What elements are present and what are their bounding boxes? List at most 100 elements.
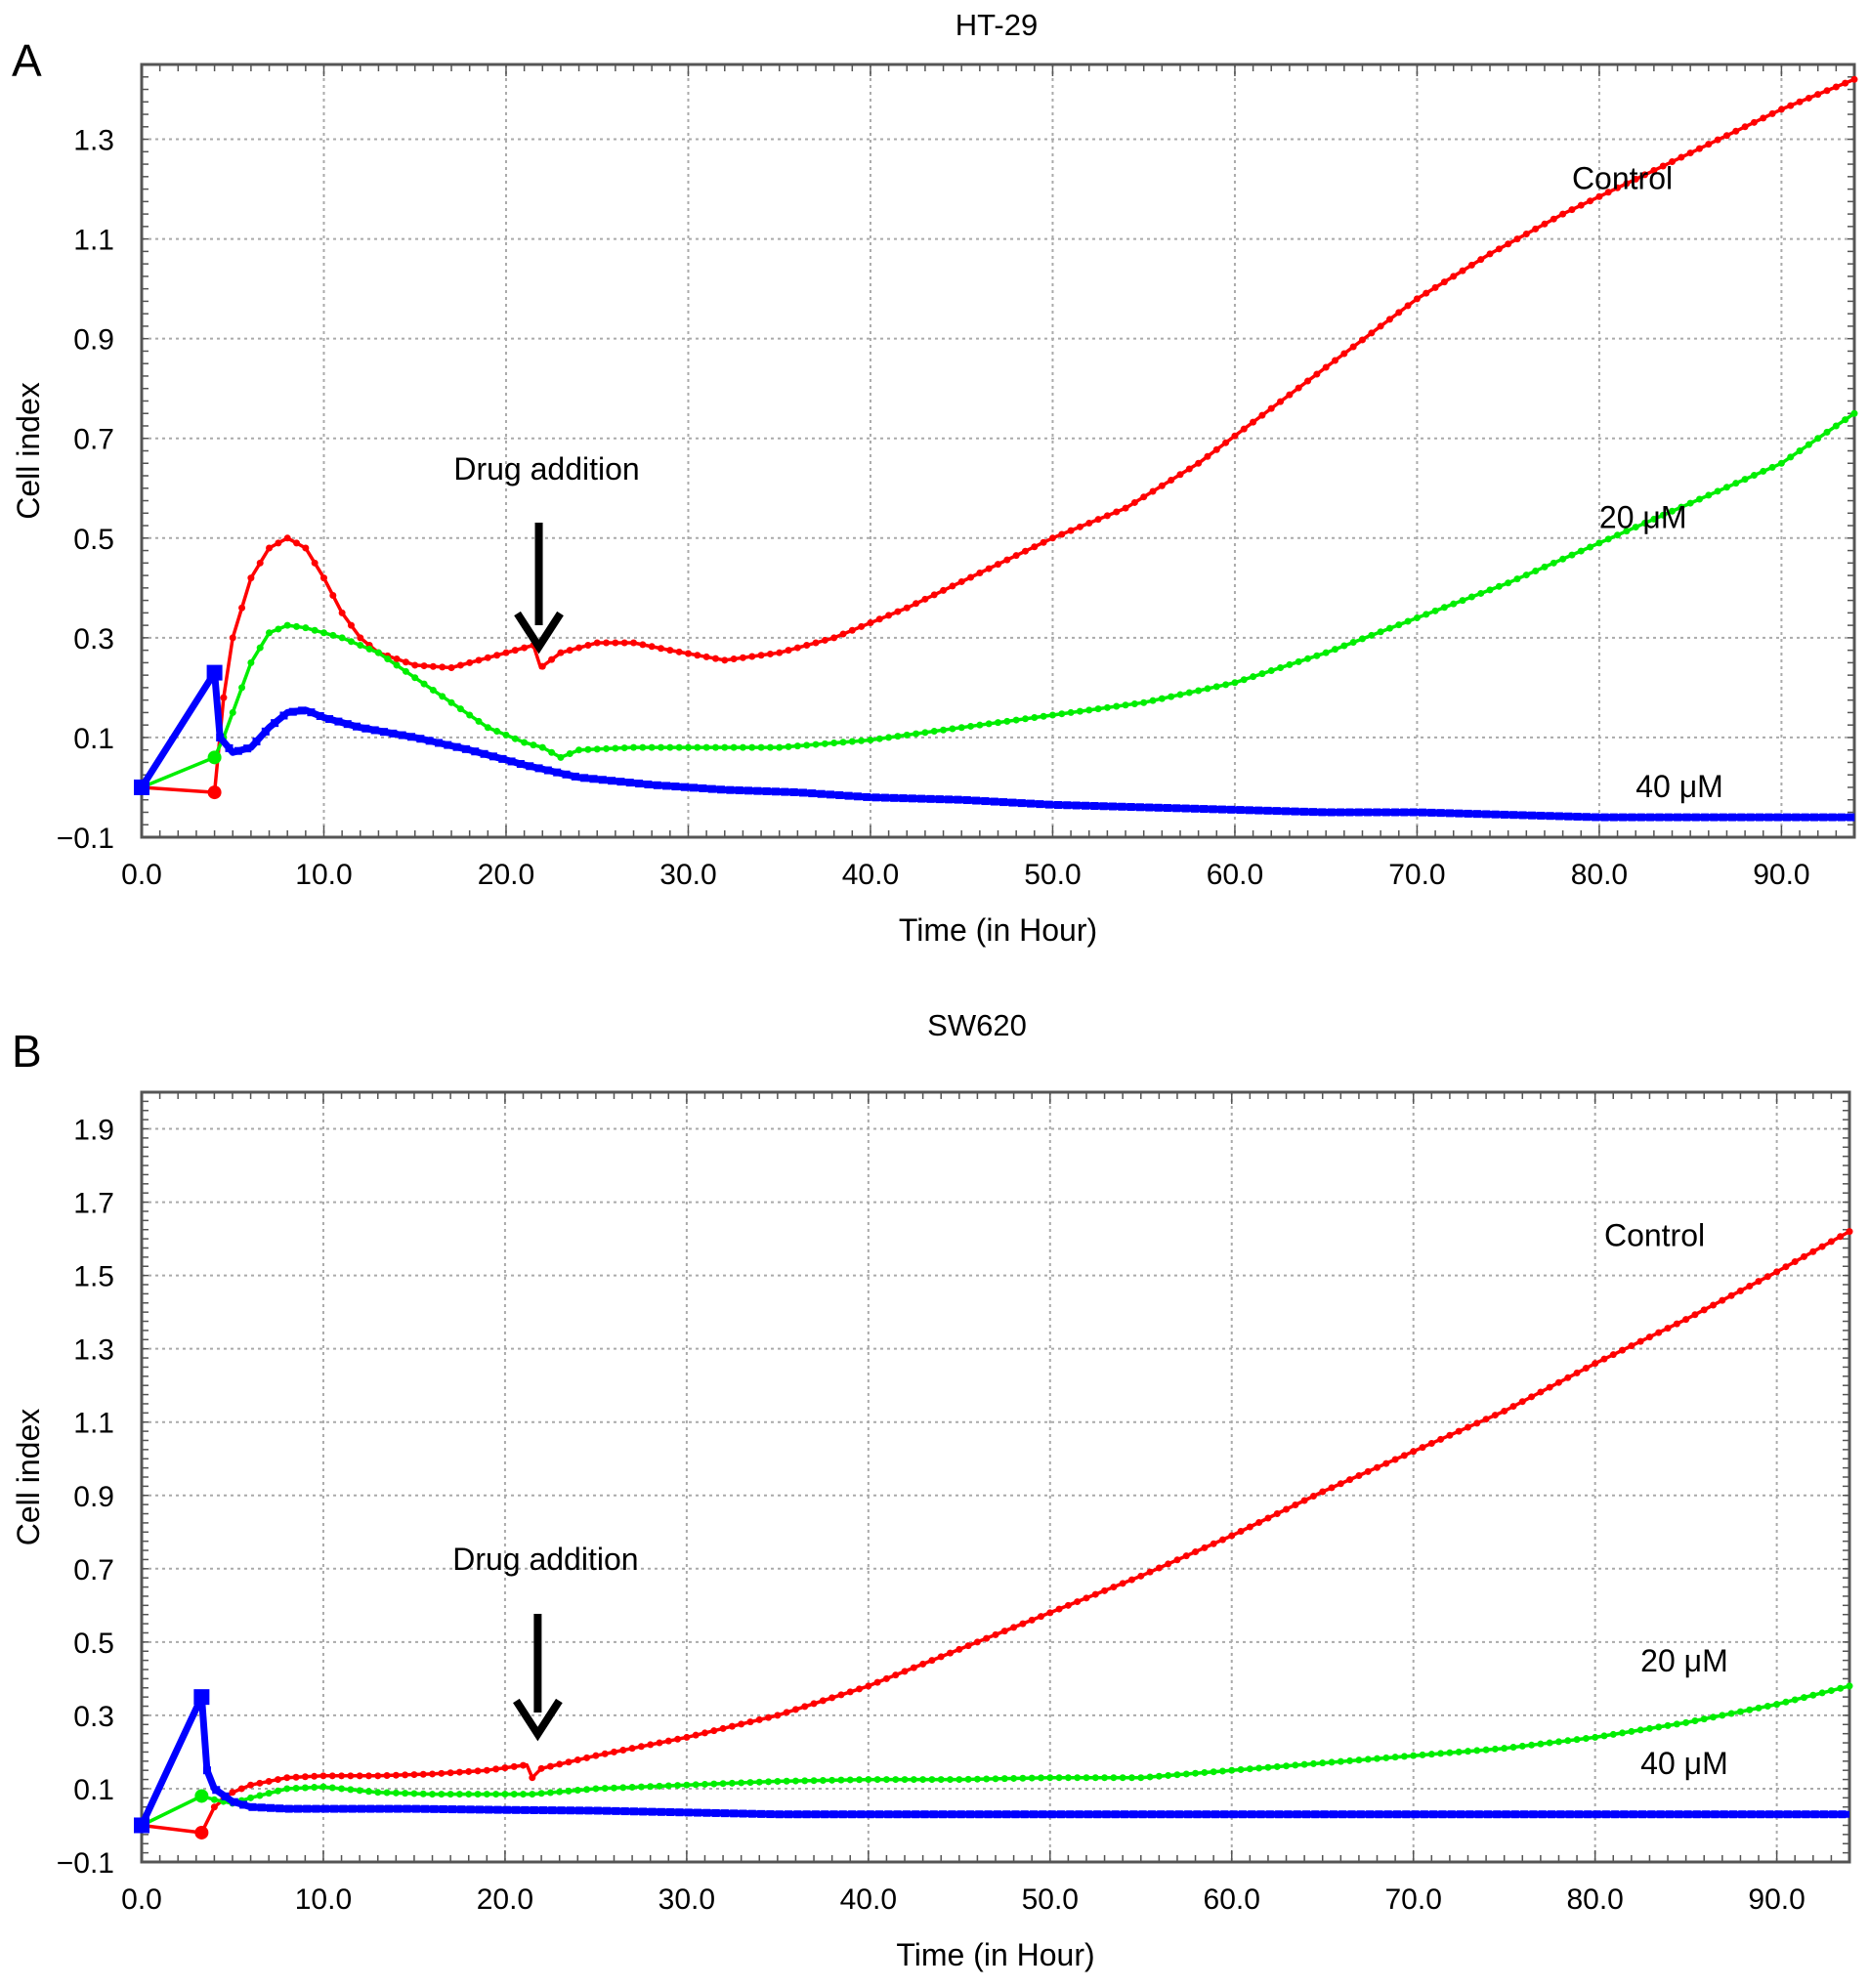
data-marker xyxy=(1256,1810,1265,1819)
data-marker xyxy=(1791,1258,1799,1266)
data-marker xyxy=(975,1810,984,1819)
data-marker xyxy=(1474,1810,1483,1819)
data-marker xyxy=(1777,459,1785,467)
data-marker xyxy=(937,1653,945,1661)
data-marker xyxy=(873,1776,881,1784)
data-marker xyxy=(803,741,811,749)
data-marker xyxy=(1614,184,1622,191)
data-marker xyxy=(411,674,419,682)
data-marker xyxy=(1212,683,1220,691)
data-marker xyxy=(1705,141,1713,148)
data-marker xyxy=(1217,805,1226,814)
panel-letter: A xyxy=(12,35,42,86)
data-marker xyxy=(791,1777,799,1785)
data-marker xyxy=(1604,189,1612,196)
data-marker xyxy=(1702,1810,1711,1819)
data-marker xyxy=(1135,803,1144,812)
data-marker xyxy=(1019,1774,1027,1782)
data-marker xyxy=(656,1739,663,1747)
y-tick-labels: −0.1 0.1 0.3 0.5 0.7 0.9 1.1 1.3 xyxy=(57,125,114,855)
data-marker xyxy=(1356,1810,1365,1819)
data-marker xyxy=(1411,1810,1420,1819)
data-marker xyxy=(302,544,310,552)
data-marker xyxy=(793,742,801,750)
data-marker xyxy=(1313,652,1321,659)
data-marker xyxy=(1427,1439,1435,1447)
data-marker xyxy=(717,785,726,794)
data-marker xyxy=(630,743,638,751)
data-marker xyxy=(766,1810,775,1819)
data-marker xyxy=(1410,1752,1418,1759)
data-marker xyxy=(1173,1771,1181,1779)
data-marker xyxy=(1201,1768,1209,1776)
data-marker xyxy=(1546,1739,1553,1747)
data-marker xyxy=(1673,1320,1680,1328)
data-marker xyxy=(575,644,583,652)
data-marker xyxy=(738,1720,745,1728)
x-tick-label: 70.0 xyxy=(1385,1883,1442,1916)
data-marker xyxy=(1727,1710,1735,1717)
data-marker xyxy=(1446,1749,1454,1756)
data-marker xyxy=(1040,538,1047,546)
data-marker xyxy=(319,574,327,582)
data-marker xyxy=(810,1777,818,1785)
data-marker xyxy=(644,781,653,789)
y-tick-label: 0.9 xyxy=(73,1481,114,1513)
data-marker xyxy=(1381,808,1390,817)
data-marker xyxy=(1440,278,1448,286)
data-marker xyxy=(1574,1810,1583,1819)
data-marker xyxy=(475,717,483,725)
data-marker xyxy=(1777,106,1785,113)
data-marker xyxy=(583,1786,591,1794)
data-marker xyxy=(1582,1365,1590,1373)
data-marker xyxy=(692,1731,700,1739)
data-marker xyxy=(488,752,497,761)
data-marker xyxy=(1074,1774,1082,1782)
data-marker xyxy=(1655,1723,1663,1731)
data-marker xyxy=(603,744,611,752)
data-marker xyxy=(1746,813,1755,822)
data-marker xyxy=(275,539,282,547)
data-marker xyxy=(1354,808,1363,817)
data-marker xyxy=(612,639,619,647)
data-marker xyxy=(956,1810,965,1819)
data-marker xyxy=(1483,1810,1492,1819)
data-marker xyxy=(1719,813,1727,822)
data-marker xyxy=(466,1805,475,1814)
data-marker xyxy=(1300,1497,1308,1504)
data-marker xyxy=(1819,813,1828,822)
data-marker xyxy=(1756,813,1764,822)
data-marker xyxy=(1691,1311,1699,1319)
data-marker xyxy=(1819,1810,1828,1819)
data-marker xyxy=(1550,559,1557,567)
data-marker xyxy=(913,730,920,738)
data-marker xyxy=(1522,231,1530,238)
data-marker xyxy=(194,1789,209,1803)
data-marker xyxy=(361,724,370,733)
data-marker xyxy=(803,642,811,650)
data-marker xyxy=(455,1768,463,1776)
data-marker xyxy=(811,1810,820,1819)
y-tick-label: 0.9 xyxy=(73,324,114,357)
data-marker xyxy=(1083,1774,1090,1782)
data-marker xyxy=(1638,1810,1647,1819)
data-marker xyxy=(1090,802,1099,811)
data-marker xyxy=(516,759,525,768)
data-marker xyxy=(584,1806,593,1815)
data-marker xyxy=(719,1724,727,1732)
data-marker xyxy=(283,1774,291,1782)
data-marker xyxy=(937,1776,945,1784)
data-marker xyxy=(985,565,993,572)
data-marker xyxy=(1559,210,1567,218)
data-marker xyxy=(1113,702,1121,710)
data-marker xyxy=(1700,1715,1708,1723)
data-marker xyxy=(1592,1360,1599,1368)
data-marker xyxy=(1491,1412,1499,1419)
data-marker xyxy=(1400,808,1409,817)
data-marker xyxy=(1495,582,1503,590)
data-marker xyxy=(956,1645,963,1653)
data-marker xyxy=(1345,808,1354,817)
data-marker xyxy=(410,1790,418,1798)
data-marker xyxy=(1267,404,1275,412)
data-marker xyxy=(1140,493,1148,501)
